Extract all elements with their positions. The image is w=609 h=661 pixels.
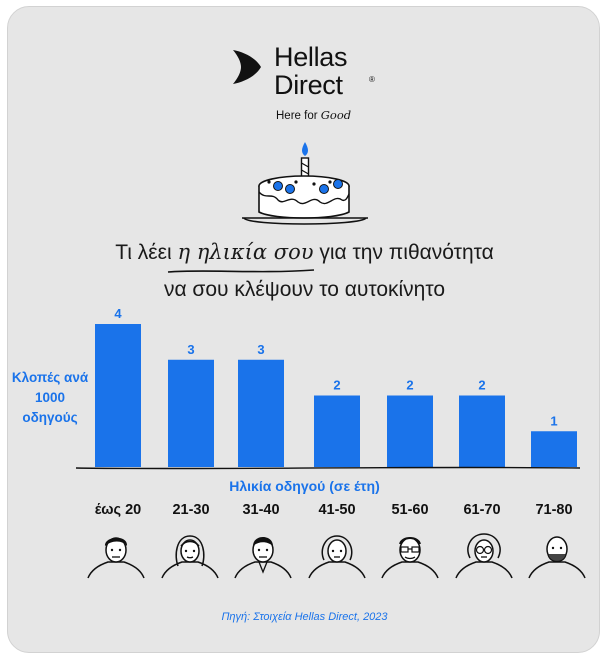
highlight-underline: [167, 269, 315, 273]
headline-line1: Τι λέει η ηλικία σου για την πιθανότητα: [0, 240, 609, 265]
value-label: 2: [406, 378, 413, 393]
value-label: 1: [550, 413, 557, 428]
category-label: 51-60: [391, 502, 429, 518]
headline-before: Τι λέει: [115, 241, 172, 264]
category-label: 61-70: [463, 502, 501, 518]
woman-icon: [161, 535, 219, 579]
category-label: 71-80: [535, 502, 573, 518]
bar-61-70: [459, 395, 505, 467]
bar-51-60: [387, 395, 433, 467]
woman-icon: [308, 535, 366, 579]
x-axis-baseline: [75, 466, 581, 470]
brand-tagline: Here for Good: [276, 108, 351, 122]
bar-chart: 4 3 3 2 2 2 1: [75, 306, 581, 470]
brand-name-line2: Direct: [274, 70, 343, 100]
value-label: 3: [187, 342, 194, 357]
bar-41-50: [314, 395, 360, 467]
x-axis-label: Ηλικία οδηγού (σε έτη): [229, 478, 380, 494]
value-label: 2: [333, 378, 340, 393]
category-label: έως 20: [94, 502, 142, 518]
category-label: 31-40: [242, 502, 280, 518]
man-icon: [234, 537, 292, 579]
category-label: 41-50: [318, 502, 356, 518]
registered-mark: ®: [369, 75, 375, 84]
value-label: 2: [478, 378, 485, 393]
tagline-accent: Good: [320, 108, 352, 122]
older-woman-glasses-icon: [455, 533, 513, 579]
value-label: 4: [114, 306, 122, 321]
bar-21-30: [168, 359, 214, 467]
brand-mark-icon: [233, 50, 261, 84]
tagline-prefix: Here for: [276, 110, 318, 122]
headline-highlight: η ηλικία σου: [177, 240, 314, 264]
bald-man-icon: [528, 536, 586, 579]
source-note: Πηγή: Στοιχεία Hellas Direct, 2023: [221, 611, 388, 623]
value-label: 3: [257, 342, 264, 357]
category-label: 21-30: [172, 502, 210, 518]
headline-line2: να σου κλέψουν το αυτοκίνητο: [163, 278, 446, 301]
older-man-glasses-icon: [381, 537, 439, 579]
bar-71-80: [531, 431, 577, 467]
bar-έως 20: [95, 324, 141, 467]
bar-31-40: [238, 359, 284, 467]
cake-icon: [242, 142, 368, 225]
young-man-icon: [87, 537, 145, 579]
y-axis-label: Κλοπές ανά 1000 οδηγούς: [11, 370, 89, 425]
headline-after: για την πιθανότητα: [319, 241, 494, 264]
brand-logo: Hellas Direct ® Here for Good: [230, 42, 390, 132]
brand-name-line1: Hellas: [274, 42, 348, 72]
